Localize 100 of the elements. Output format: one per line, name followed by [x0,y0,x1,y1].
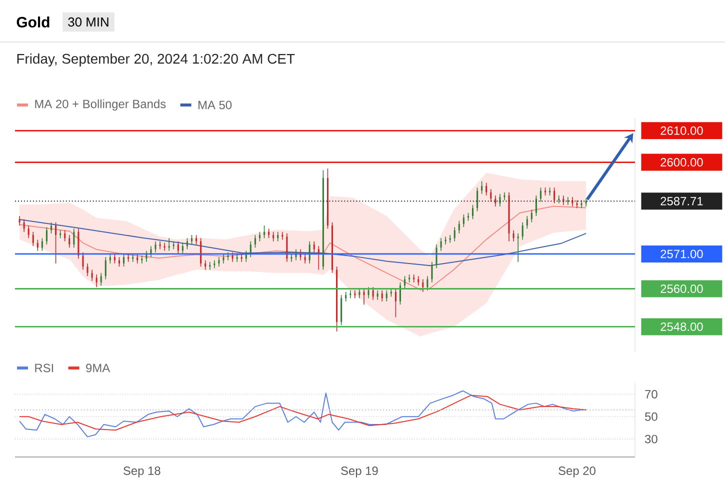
candlestick [190,234,193,245]
candlestick [186,238,188,250]
candlestick [82,252,84,270]
candlestick [109,254,111,264]
candlestick [50,222,52,234]
candlestick [481,180,483,194]
candlestick [204,260,206,270]
candlestick [358,288,360,299]
candlestick [232,252,234,262]
candlestick [576,200,578,209]
candlestick [418,276,420,286]
candlestick [96,274,98,288]
candlestick [250,240,252,258]
candlestick [404,276,406,290]
candlestick [277,231,279,242]
candlestick [18,216,20,226]
candlestick [258,231,261,242]
candlestick [214,260,216,269]
candlestick [78,228,80,260]
candlestick [426,276,428,291]
candlestick [295,248,297,261]
candlestick [454,226,456,242]
candlestick [394,288,396,318]
x-tick-label: Sep 20 [558,466,596,478]
candlestick [340,294,342,326]
y-tick-label: 30 [644,434,658,444]
candlestick [290,254,292,262]
candlestick [554,187,556,204]
candlestick [254,234,256,248]
candlestick [177,240,179,254]
x-tick-label: Sep 18 [124,466,160,478]
y-tick-label: 50 [645,412,658,421]
legend-label: 9MA [86,364,110,372]
candlestick [354,290,356,299]
candlestick [530,209,532,223]
y-tick-label: 2548.00 [660,322,703,331]
candlestick [422,278,424,292]
candlestick [431,261,433,283]
candlestick [36,239,38,252]
candlestick [196,234,198,245]
candlestick [449,234,451,244]
candlestick [73,228,75,248]
candlestick [164,242,166,252]
y-tick-label: 2571.00 [660,250,703,258]
candlestick [240,254,242,262]
line-series [19,394,587,431]
y-tick-label: 2560.00 [660,284,703,293]
legend-label: MA 50 [198,100,232,110]
candlestick [512,230,514,242]
candlestick [46,226,48,245]
y-tick-label: 2610.00 [660,126,703,135]
candlestick [372,286,374,300]
candlestick [236,254,238,262]
x-tick-label: Sep 19 [341,466,378,478]
candlestick [100,272,102,286]
legend-label: MA 20 + Bollinger Bands [35,99,166,111]
candlestick [136,254,138,264]
candlestick [55,222,57,264]
candlestick [286,233,288,262]
candlestick [304,254,306,264]
candlestick [308,240,310,264]
candlestick [499,193,501,207]
candlestick [218,256,220,268]
candlestick [386,290,388,302]
candlestick [381,290,383,302]
candlestick [522,222,524,240]
candlestick [150,246,152,258]
candlestick [476,187,478,212]
candlestick [345,292,347,302]
y-tick-label: 70 [645,390,658,398]
candlestick [118,256,120,268]
candlestick [209,261,211,270]
candlestick [535,195,537,216]
candlestick [104,256,106,280]
candlestick [472,204,474,220]
candlestick [154,240,156,253]
candlestick [264,225,266,239]
candlestick [41,238,43,252]
candlestick [86,263,88,277]
text: 30 MIN [68,17,108,27]
candlestick [558,195,560,204]
candlestick [200,238,202,268]
y-tick-label: 2600.00 [660,158,703,166]
candlestick [444,236,446,245]
candlestick [504,192,506,201]
candlestick [567,196,569,206]
candlestick [517,233,519,262]
candlestick [64,230,66,242]
candlestick [458,220,460,234]
candlestick [368,286,370,299]
candlestick [222,254,224,264]
legend-label: RSI [35,364,54,372]
candlestick [363,288,365,305]
candlestick [182,242,184,254]
candlestick [462,214,464,228]
candlestick [350,290,352,299]
candlestick [580,200,582,209]
candlestick [313,240,315,253]
candlestick [436,244,438,269]
y-tick-label: 2587.71 [660,196,703,206]
